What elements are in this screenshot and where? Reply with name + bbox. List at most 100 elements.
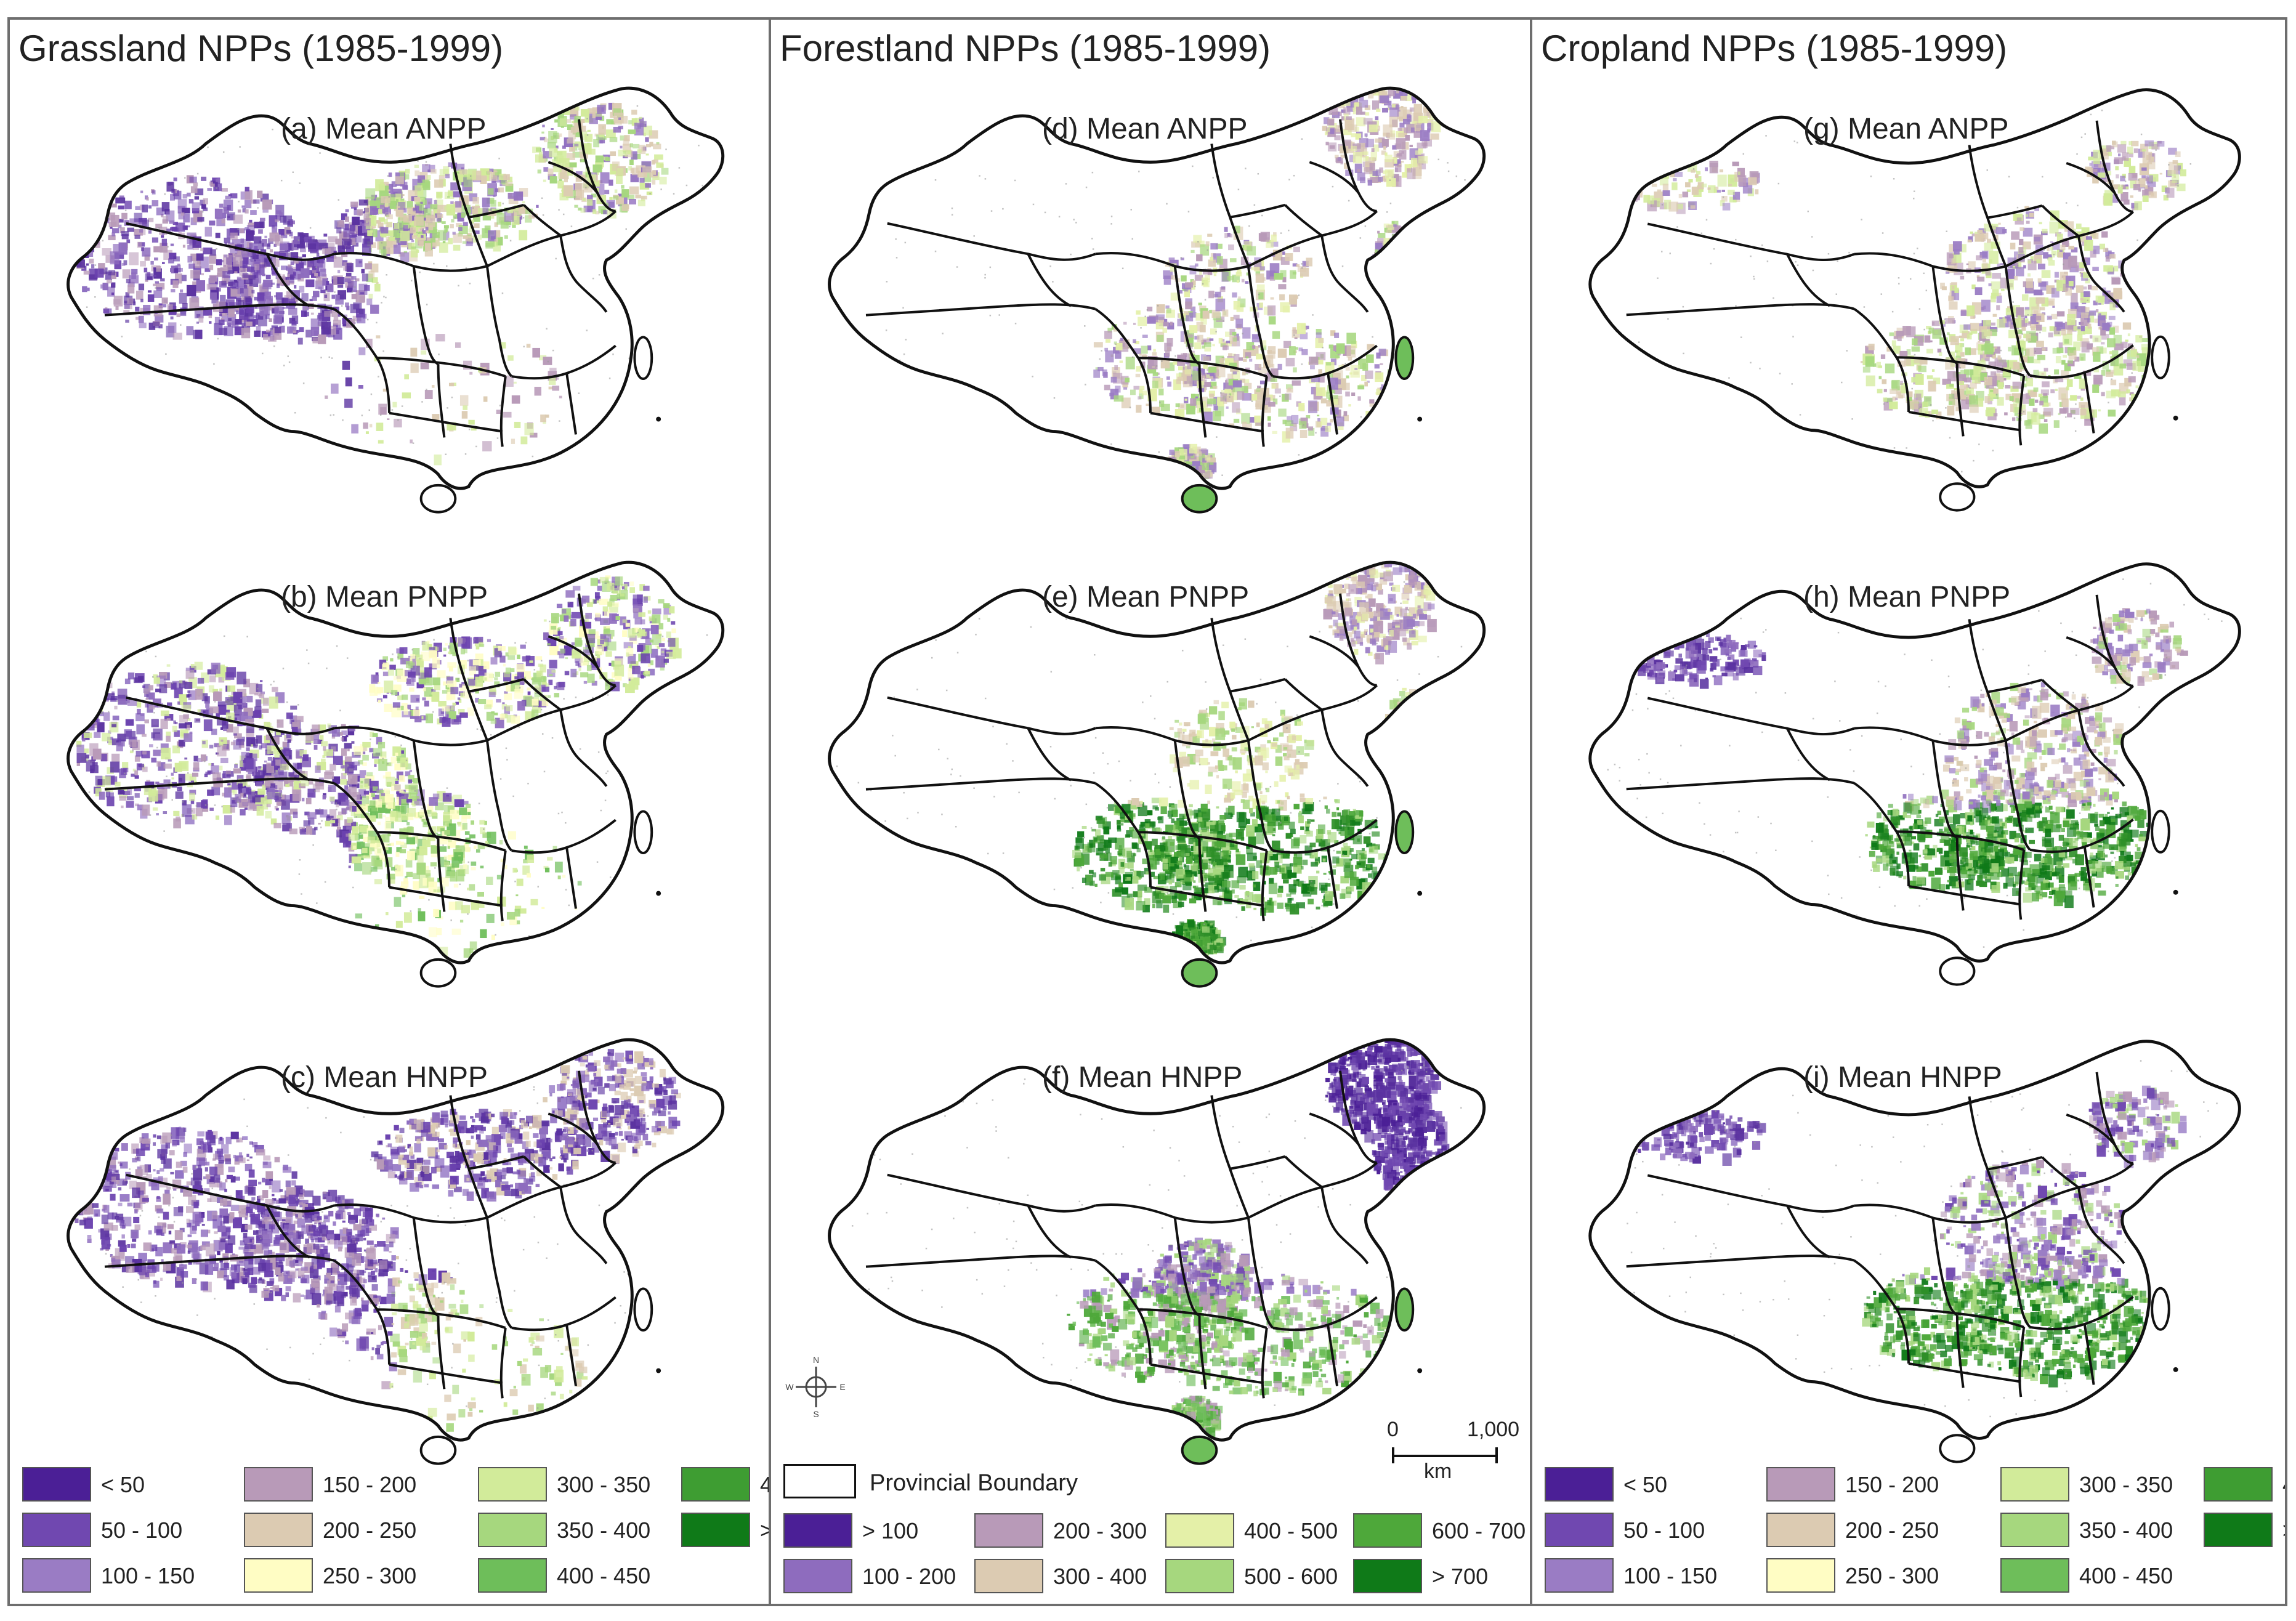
province-border xyxy=(1854,1203,2007,1224)
province-border xyxy=(126,1173,335,1213)
country-fill xyxy=(1590,564,2240,961)
forestland-title: Forestland NPPs (1985-1999) xyxy=(780,28,1271,69)
province-border xyxy=(1320,709,1369,787)
legend-label: 150 - 200 xyxy=(1845,1472,1939,1497)
province-border xyxy=(511,1296,616,1332)
legend-label: 400 - 450 xyxy=(2079,1563,2173,1588)
grassland-legend: < 50 50 - 100 100 - 150 150 - 200 200 - 250 2… xyxy=(10,1467,769,1604)
province-border xyxy=(2077,709,2125,787)
scale-tick-left xyxy=(1392,1447,1394,1463)
province-border xyxy=(2077,235,2125,313)
country-outline xyxy=(828,1038,1486,1442)
legend-swatch xyxy=(2204,1513,2273,1547)
province-border xyxy=(1854,252,2007,272)
legend-swatch xyxy=(478,1558,547,1593)
legend-label: 300 - 350 xyxy=(2079,1472,2173,1497)
south-sea-islands xyxy=(1417,1368,1423,1373)
country-outline xyxy=(828,86,1486,490)
province-border xyxy=(1327,1324,1338,1386)
province-border xyxy=(468,1155,525,1170)
province-border xyxy=(1198,838,1207,912)
province-border xyxy=(499,1327,507,1399)
legend-swatch xyxy=(1545,1513,1614,1547)
province-border xyxy=(559,235,608,313)
legend-label: > 500 xyxy=(760,1518,769,1543)
province-border xyxy=(1150,1363,1264,1385)
south-sea-islands xyxy=(656,1368,661,1373)
country-outline xyxy=(1588,88,2241,488)
province-border xyxy=(468,677,525,693)
south-sea-islands xyxy=(656,891,661,896)
province-border xyxy=(1198,364,1207,438)
province-border xyxy=(389,886,503,907)
province-border xyxy=(1987,1155,2043,1171)
map-c-hnpp xyxy=(10,996,769,1497)
country-fill xyxy=(829,562,1484,963)
legend-label: 200 - 250 xyxy=(323,1518,417,1543)
map-d-anpp xyxy=(771,44,1530,546)
province-border xyxy=(2029,344,2134,379)
province-border xyxy=(523,678,562,711)
legend-swatch xyxy=(1353,1513,1422,1548)
province-border xyxy=(2095,1072,2133,1165)
province-border xyxy=(389,411,503,433)
map-b-label: (b) Mean PNPP xyxy=(281,581,488,613)
country-outline xyxy=(1588,1040,2241,1440)
province-border xyxy=(468,203,525,219)
province-border xyxy=(1284,204,1323,237)
legend-swatch xyxy=(1545,1467,1614,1502)
legend-swatch xyxy=(478,1467,547,1502)
map-a-label: (a) Mean ANPP xyxy=(281,113,487,145)
legend-swatch xyxy=(1353,1559,1422,1593)
country-outline xyxy=(67,86,725,490)
legend-swatch xyxy=(478,1513,547,1547)
province-border xyxy=(1210,144,1250,267)
forestland-legend: > 100 100 - 200 200 - 300 300 - 400 400 - 50… xyxy=(771,1513,1530,1604)
province-border xyxy=(523,204,562,237)
legend-label: 250 - 300 xyxy=(1845,1563,1939,1588)
map-e-label: (e) Mean PNPP xyxy=(1042,581,1250,613)
province-border xyxy=(1968,1096,2007,1219)
scale-tick-right xyxy=(1495,1447,1498,1463)
province-border xyxy=(548,635,599,668)
legend-label: 500 - 600 xyxy=(1244,1564,1338,1589)
legend-label: > 500 xyxy=(2282,1518,2285,1543)
legend-swatch xyxy=(22,1467,91,1502)
cropland-title: Cropland NPPs (1985-1999) xyxy=(1541,28,2008,69)
country-fill xyxy=(829,1040,1484,1441)
province-border xyxy=(1853,1259,1910,1364)
province-border xyxy=(499,376,507,447)
province-border xyxy=(548,161,599,194)
province-border xyxy=(887,1173,1096,1213)
province-border xyxy=(1173,740,1200,839)
north-arrow-icon: N S E W xyxy=(785,1355,845,1419)
cropland-panel: Cropland NPPs (1985-1999) (g) Mean ANPP … xyxy=(1530,17,2287,1606)
legend-swatch xyxy=(2000,1467,2069,1502)
province-border xyxy=(377,1308,506,1329)
legend-label: > 700 xyxy=(1432,1564,1489,1589)
province-border xyxy=(377,357,506,378)
province-border xyxy=(1647,1174,1854,1213)
province-border xyxy=(485,1217,513,1329)
province-border xyxy=(2029,819,2134,854)
province-border xyxy=(1987,204,2043,219)
province-border xyxy=(1229,1155,1286,1170)
hainan-island xyxy=(1939,1434,1976,1463)
province-border xyxy=(1261,850,1268,921)
province-border xyxy=(1853,782,1910,886)
legend-swatch xyxy=(783,1513,852,1548)
legend-swatch xyxy=(681,1513,750,1547)
map-h-label: (h) Mean PNPP xyxy=(1803,581,2011,613)
legend-label: 100 - 150 xyxy=(1623,1563,1718,1588)
legend-label: > 100 xyxy=(862,1518,919,1543)
province-border xyxy=(2018,375,2026,446)
province-border xyxy=(1647,697,1854,736)
taiwan-island xyxy=(633,1287,653,1332)
country-outline xyxy=(67,1038,725,1442)
grassland-title: Grassland NPPs (1985-1999) xyxy=(18,28,504,69)
province-border xyxy=(1309,1112,1360,1146)
province-border xyxy=(2004,740,2031,851)
taiwan-island xyxy=(1394,1287,1415,1332)
province-border xyxy=(1339,1070,1377,1164)
province-border xyxy=(1647,222,1854,262)
